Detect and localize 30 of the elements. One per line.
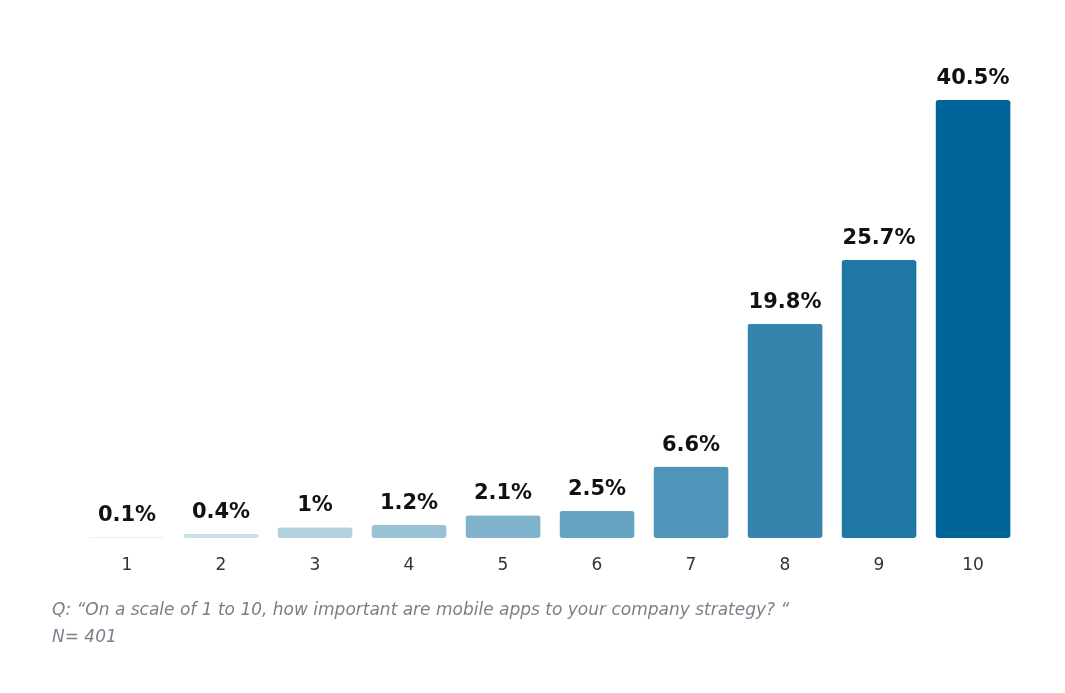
x-tick-label: 7 bbox=[685, 553, 697, 574]
text: Q: “On a scale of 1 to 10, how important are mobile apps to your company strategy? “ bbox=[52, 599, 790, 619]
data-label: 19.8% bbox=[748, 288, 822, 313]
data-label: 40.5% bbox=[936, 65, 1010, 89]
x-tick-label: 9 bbox=[873, 553, 885, 574]
data-label: 1.2% bbox=[379, 490, 439, 515]
bar bbox=[747, 323, 823, 538]
data-label: 0.1% bbox=[97, 501, 157, 526]
x-tick-label: 2 bbox=[215, 553, 227, 574]
bar bbox=[371, 525, 447, 538]
x-tick-label: 8 bbox=[779, 553, 791, 574]
bar bbox=[841, 260, 917, 538]
x-tick-label: 10 bbox=[962, 553, 984, 574]
bar bbox=[653, 466, 729, 538]
bar bbox=[465, 515, 541, 538]
x-tick-label: 3 bbox=[309, 553, 321, 574]
data-label: 1% bbox=[297, 492, 333, 517]
data-label: 2.5% bbox=[567, 475, 627, 500]
data-label: 6.6% bbox=[661, 431, 721, 456]
x-tick-label: 1 bbox=[121, 553, 133, 574]
bar bbox=[559, 510, 635, 538]
x-tick-label: 6 bbox=[591, 553, 603, 574]
data-label: 2.1% bbox=[473, 480, 533, 505]
bar bbox=[935, 100, 1011, 538]
text: N= 401 bbox=[52, 626, 117, 646]
bar bbox=[277, 527, 353, 538]
x-tick-label: 5 bbox=[497, 553, 509, 574]
data-label: 0.4% bbox=[191, 498, 251, 523]
data-label: 25.7% bbox=[842, 225, 916, 250]
x-tick-label: 4 bbox=[403, 553, 415, 574]
